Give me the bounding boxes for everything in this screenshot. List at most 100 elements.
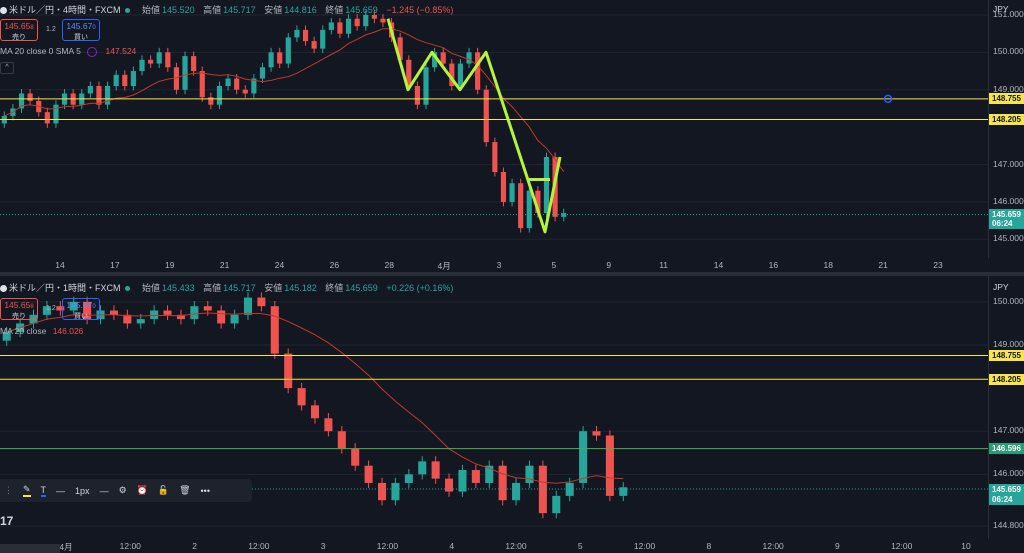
order-quantity[interactable]: 1.2 <box>46 26 56 33</box>
price-level-badge[interactable]: 06:24 <box>989 493 1024 505</box>
price-level-badge[interactable]: 148.205 <box>989 373 1024 385</box>
time-axis-1h[interactable]: 4月 12:00 2 12:00 3 12:00 4 12:00 5 12:00 8 12:00 9 12… <box>0 539 988 553</box>
buy-button[interactable]: 145.670 買い <box>62 298 100 320</box>
time-tick-label: 3 <box>320 541 326 551</box>
time-axis-4h[interactable]: 14 17 19 21 24 26 28 4月 3 5 9 11 14 16 18 21 23 <box>0 258 988 272</box>
drawn-pattern-line <box>386 18 562 234</box>
candle-body <box>320 29 326 49</box>
alert-clock-icon[interactable]: ⏰ <box>136 485 148 495</box>
candle-body <box>492 142 498 172</box>
candle-body <box>535 190 541 214</box>
sell-label: 売り <box>12 34 26 41</box>
candle-body <box>518 183 524 229</box>
buy-label: 買い <box>74 313 88 320</box>
currency-label[interactable]: JPY <box>993 4 1009 14</box>
text-color-icon[interactable]: T <box>40 484 47 497</box>
price-level-badge[interactable]: 145.659 <box>989 483 1024 495</box>
chart-pane-1h[interactable]: 米ドル／円・1時間・FXCM 始値 145.433 高値 145.717 安値 145… <box>0 276 1024 553</box>
candle-body <box>284 353 293 389</box>
time-tick-label: 8 <box>706 541 712 551</box>
price-level-badge[interactable]: 146.596 <box>989 443 1024 455</box>
pane-divider[interactable] <box>0 272 1024 276</box>
lock-icon[interactable]: 🔓 <box>157 485 170 495</box>
ohlc-high-value: 145.717 <box>223 283 256 293</box>
price-level-badge[interactable]: 148.755 <box>989 350 1024 362</box>
candle-body <box>445 478 454 492</box>
candle-body <box>2 332 11 341</box>
candle-body <box>251 78 257 94</box>
market-open-dot <box>124 286 130 292</box>
time-tick-label: 17 <box>110 260 120 270</box>
price-level-badge[interactable]: 148.205 <box>989 113 1024 125</box>
indicator-value: 147.524 <box>105 46 137 56</box>
candle-body <box>337 22 343 34</box>
sell-button[interactable]: 145.658 売り <box>0 19 38 41</box>
candle-body <box>27 93 33 101</box>
trash-icon[interactable]: 🗑 <box>179 485 191 495</box>
drag-handle-icon[interactable]: ⋮ <box>4 485 13 495</box>
price-level-badge[interactable]: 148.755 <box>989 93 1024 105</box>
price-level-badge[interactable]: 06:24 <box>989 218 1024 230</box>
price-tick-label: 145.000 <box>993 233 1024 244</box>
price-chart-4h[interactable] <box>0 0 988 258</box>
candle-body <box>525 465 534 483</box>
more-options-icon[interactable]: ••• <box>200 485 210 496</box>
line-type-icon[interactable]: — <box>99 485 109 496</box>
sell-price: 145.65 <box>4 21 31 31</box>
currency-label[interactable]: JPY <box>993 282 1009 292</box>
candle-body <box>56 306 65 311</box>
candle-body <box>498 465 507 501</box>
collapse-legend-button[interactable]: ^ <box>0 62 14 74</box>
line-width-value[interactable]: 1px <box>75 485 90 496</box>
price-tick-label: 150.000 <box>993 46 1024 57</box>
candle-body <box>485 465 494 483</box>
buy-button[interactable]: 145.670 買い <box>62 19 100 41</box>
candle-body <box>44 112 50 124</box>
candle-body <box>42 306 51 315</box>
candle-body <box>500 172 507 202</box>
time-tick-label: 5 <box>577 541 583 551</box>
ohlc-open-key: 始値 <box>142 283 161 293</box>
indicator-legend[interactable]: MA 20 close 146.026 <box>0 326 83 336</box>
candle-body <box>449 63 455 86</box>
candle-body <box>302 29 309 42</box>
price-tick-label: 150.000 <box>993 295 1024 306</box>
indicator-settings-icon[interactable] <box>87 46 98 57</box>
price-level-badge[interactable]: 145.659 <box>989 209 1024 221</box>
price-tick-label: 149.000 <box>993 338 1024 349</box>
candle-body <box>69 301 78 311</box>
price-axis-4h[interactable]: JPY 151.000 150.000 149.000 147.000 146.000 1… <box>988 0 1024 258</box>
sell-button[interactable]: 145.658 売り <box>0 298 38 320</box>
legend-4h: 米ドル／円・4時間・FXCM 始値 145.520 高値 145.717 安値 144… <box>0 3 453 16</box>
candle-body <box>431 461 440 479</box>
candle-body <box>391 482 400 501</box>
settings-icon[interactable]: ⚙ <box>118 485 127 495</box>
time-tick-label: 14 <box>55 260 65 270</box>
price-axis-1h[interactable]: JPY 150.000 149.000 147.000 146.000 144.800 1… <box>988 276 1024 539</box>
candle-body <box>230 314 239 324</box>
symbol-title[interactable]: 米ドル／円・4時間・FXCM <box>9 5 121 15</box>
candle-body <box>139 59 145 72</box>
candle-body <box>475 52 481 90</box>
price-tick-label: 146.000 <box>993 195 1024 206</box>
candle-body <box>458 470 467 492</box>
candle-body <box>216 86 223 105</box>
candle-body <box>242 89 248 94</box>
time-tick-label: 21 <box>878 260 888 270</box>
indicator-legend[interactable]: MA 20 close 0 SMA 5 147.524 <box>0 46 136 57</box>
buy-price: 145.67 <box>66 300 93 310</box>
pencil-icon[interactable]: ✎ <box>23 484 31 497</box>
line-style-icon[interactable]: — <box>56 485 66 496</box>
candle-body <box>423 67 429 105</box>
time-tick-label: 3 <box>496 260 502 270</box>
time-tick-label: 12:00 <box>376 541 399 551</box>
chart-pane-4h[interactable]: 米ドル／円・4時間・FXCM 始値 145.520 高値 145.717 安値 144… <box>0 0 1024 272</box>
order-quantity[interactable]: 1.2 <box>46 305 56 312</box>
candle-body <box>208 97 214 105</box>
time-tick-label: 14 <box>713 260 724 270</box>
price-chart-1h[interactable] <box>0 276 988 539</box>
ohlc-high-key: 高値 <box>203 283 222 293</box>
candle-body <box>310 405 320 419</box>
candle-body <box>109 310 118 315</box>
symbol-title[interactable]: 米ドル／円・1時間・FXCM <box>9 283 121 293</box>
